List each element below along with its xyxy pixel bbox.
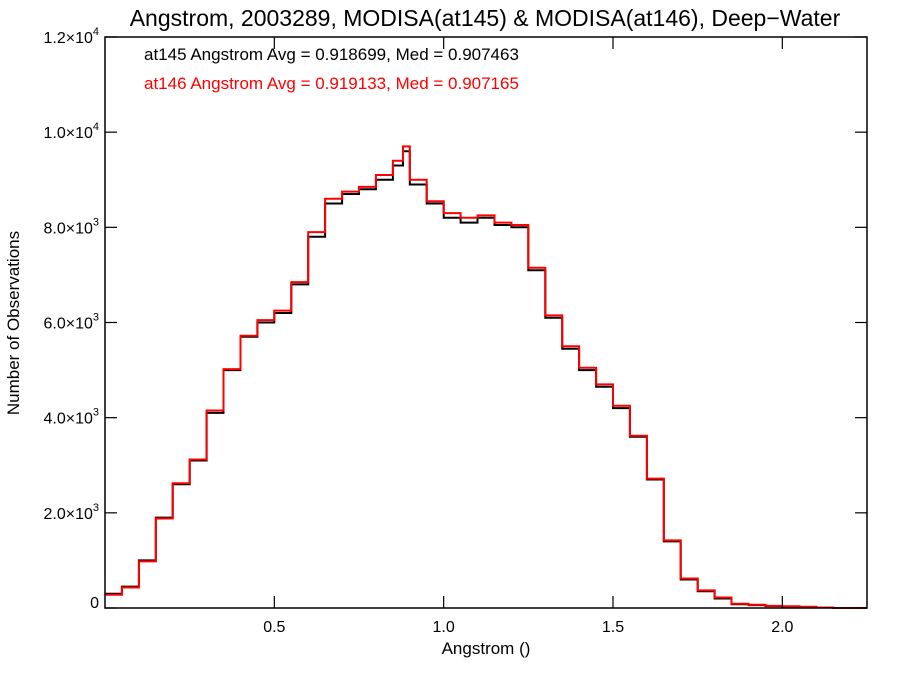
y-tick-label: 1.2×104 [43, 26, 99, 47]
chart-title: Angstrom, 2003289, MODISA(at145) & MODIS… [130, 5, 841, 31]
y-tick-exponent: 4 [93, 26, 99, 38]
x-axis-label: Angstrom () [442, 639, 531, 658]
y-tick-exponent: 3 [93, 502, 99, 514]
x-tick-label: 2.0 [771, 619, 793, 636]
annotation-line-2: at146 Angstrom Avg = 0.919133, Med = 0.9… [144, 74, 519, 93]
annotations: at145 Angstrom Avg = 0.918699, Med = 0.9… [144, 45, 519, 93]
x-axis-ticks: 0.5 1.0 1.5 2.0 [263, 37, 794, 636]
series-layer [105, 145, 867, 609]
y-tick-exponent: 3 [93, 312, 99, 324]
plot-frame [104, 36, 868, 609]
y-tick-exponent: 4 [93, 121, 99, 133]
y-axis-ticks: 0 2.0×103 4.0×103 6.0×103 8.0×103 1.0×104 1.2×… [43, 26, 867, 612]
series-line-1 [105, 150, 867, 609]
x-tick-label: 1.5 [602, 619, 624, 636]
x-tick-label: 0.5 [263, 619, 285, 636]
annotation-line-1: at145 Angstrom Avg = 0.918699, Med = 0.9… [144, 45, 519, 64]
y-tick-label: 8.0×103 [43, 216, 99, 237]
y-tick-label: 0 [90, 595, 99, 612]
y-axis-label: Number of Observations [4, 231, 23, 415]
x-tick-label: 1.0 [433, 619, 455, 636]
y-tick-exponent: 3 [93, 216, 99, 228]
y-tick-label: 1.0×104 [43, 121, 99, 142]
y-tick-label: 4.0×103 [43, 407, 99, 428]
y-tick-exponent: 3 [93, 407, 99, 419]
series-line-2 [105, 145, 867, 609]
y-tick-label: 2.0×103 [43, 502, 99, 523]
y-tick-label: 6.0×103 [43, 312, 99, 333]
